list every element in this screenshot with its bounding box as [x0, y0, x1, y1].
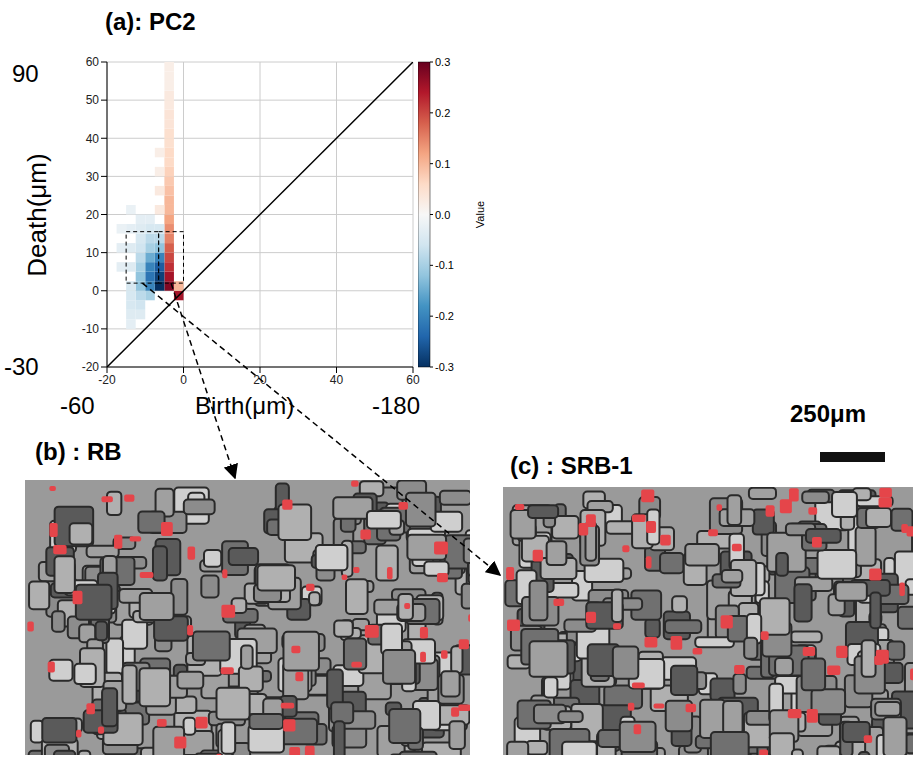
- svg-text:20: 20: [86, 208, 100, 222]
- svg-text:-20: -20: [98, 373, 116, 387]
- svg-text:50: 50: [86, 93, 100, 107]
- svg-text:0.0: 0.0: [435, 209, 450, 221]
- svg-text:-0.3: -0.3: [435, 361, 454, 373]
- html-text:(b) : RB: (b) : RB: [35, 438, 122, 465]
- html-text:-180: -180: [372, 392, 420, 419]
- svg-text:60: 60: [406, 373, 420, 387]
- svg-text:-10: -10: [82, 322, 100, 336]
- svg-text:0: 0: [180, 373, 187, 387]
- svg-text:-0.2: -0.2: [435, 310, 454, 322]
- svg-text:-0.1: -0.1: [435, 259, 454, 271]
- html-text:-60: -60: [60, 392, 95, 419]
- html-text:(a): PC2: (a): PC2: [105, 8, 196, 35]
- html-text:90: 90: [12, 60, 39, 87]
- svg-text:40: 40: [330, 373, 344, 387]
- svg-text:0.2: 0.2: [435, 107, 450, 119]
- svg-text:60: 60: [86, 55, 100, 69]
- html-text:-30: -30: [4, 353, 39, 380]
- html-text:250μm: 250μm: [790, 400, 867, 427]
- svg-text:0.1: 0.1: [435, 158, 450, 170]
- svg-text:Death(μm): Death(μm): [22, 153, 52, 276]
- svg-text:40: 40: [86, 132, 100, 146]
- html-text:(c) : SRB-1: (c) : SRB-1: [510, 452, 633, 479]
- svg-text:-20: -20: [82, 360, 100, 374]
- svg-text:0.3: 0.3: [435, 56, 450, 68]
- svg-text:20: 20: [253, 373, 267, 387]
- svg-text:10: 10: [86, 246, 100, 260]
- svg-text:30: 30: [86, 170, 100, 184]
- html-text:Birth(μm): Birth(μm): [195, 392, 295, 419]
- svg-text:Value: Value: [474, 201, 486, 228]
- svg-text:0: 0: [92, 284, 99, 298]
